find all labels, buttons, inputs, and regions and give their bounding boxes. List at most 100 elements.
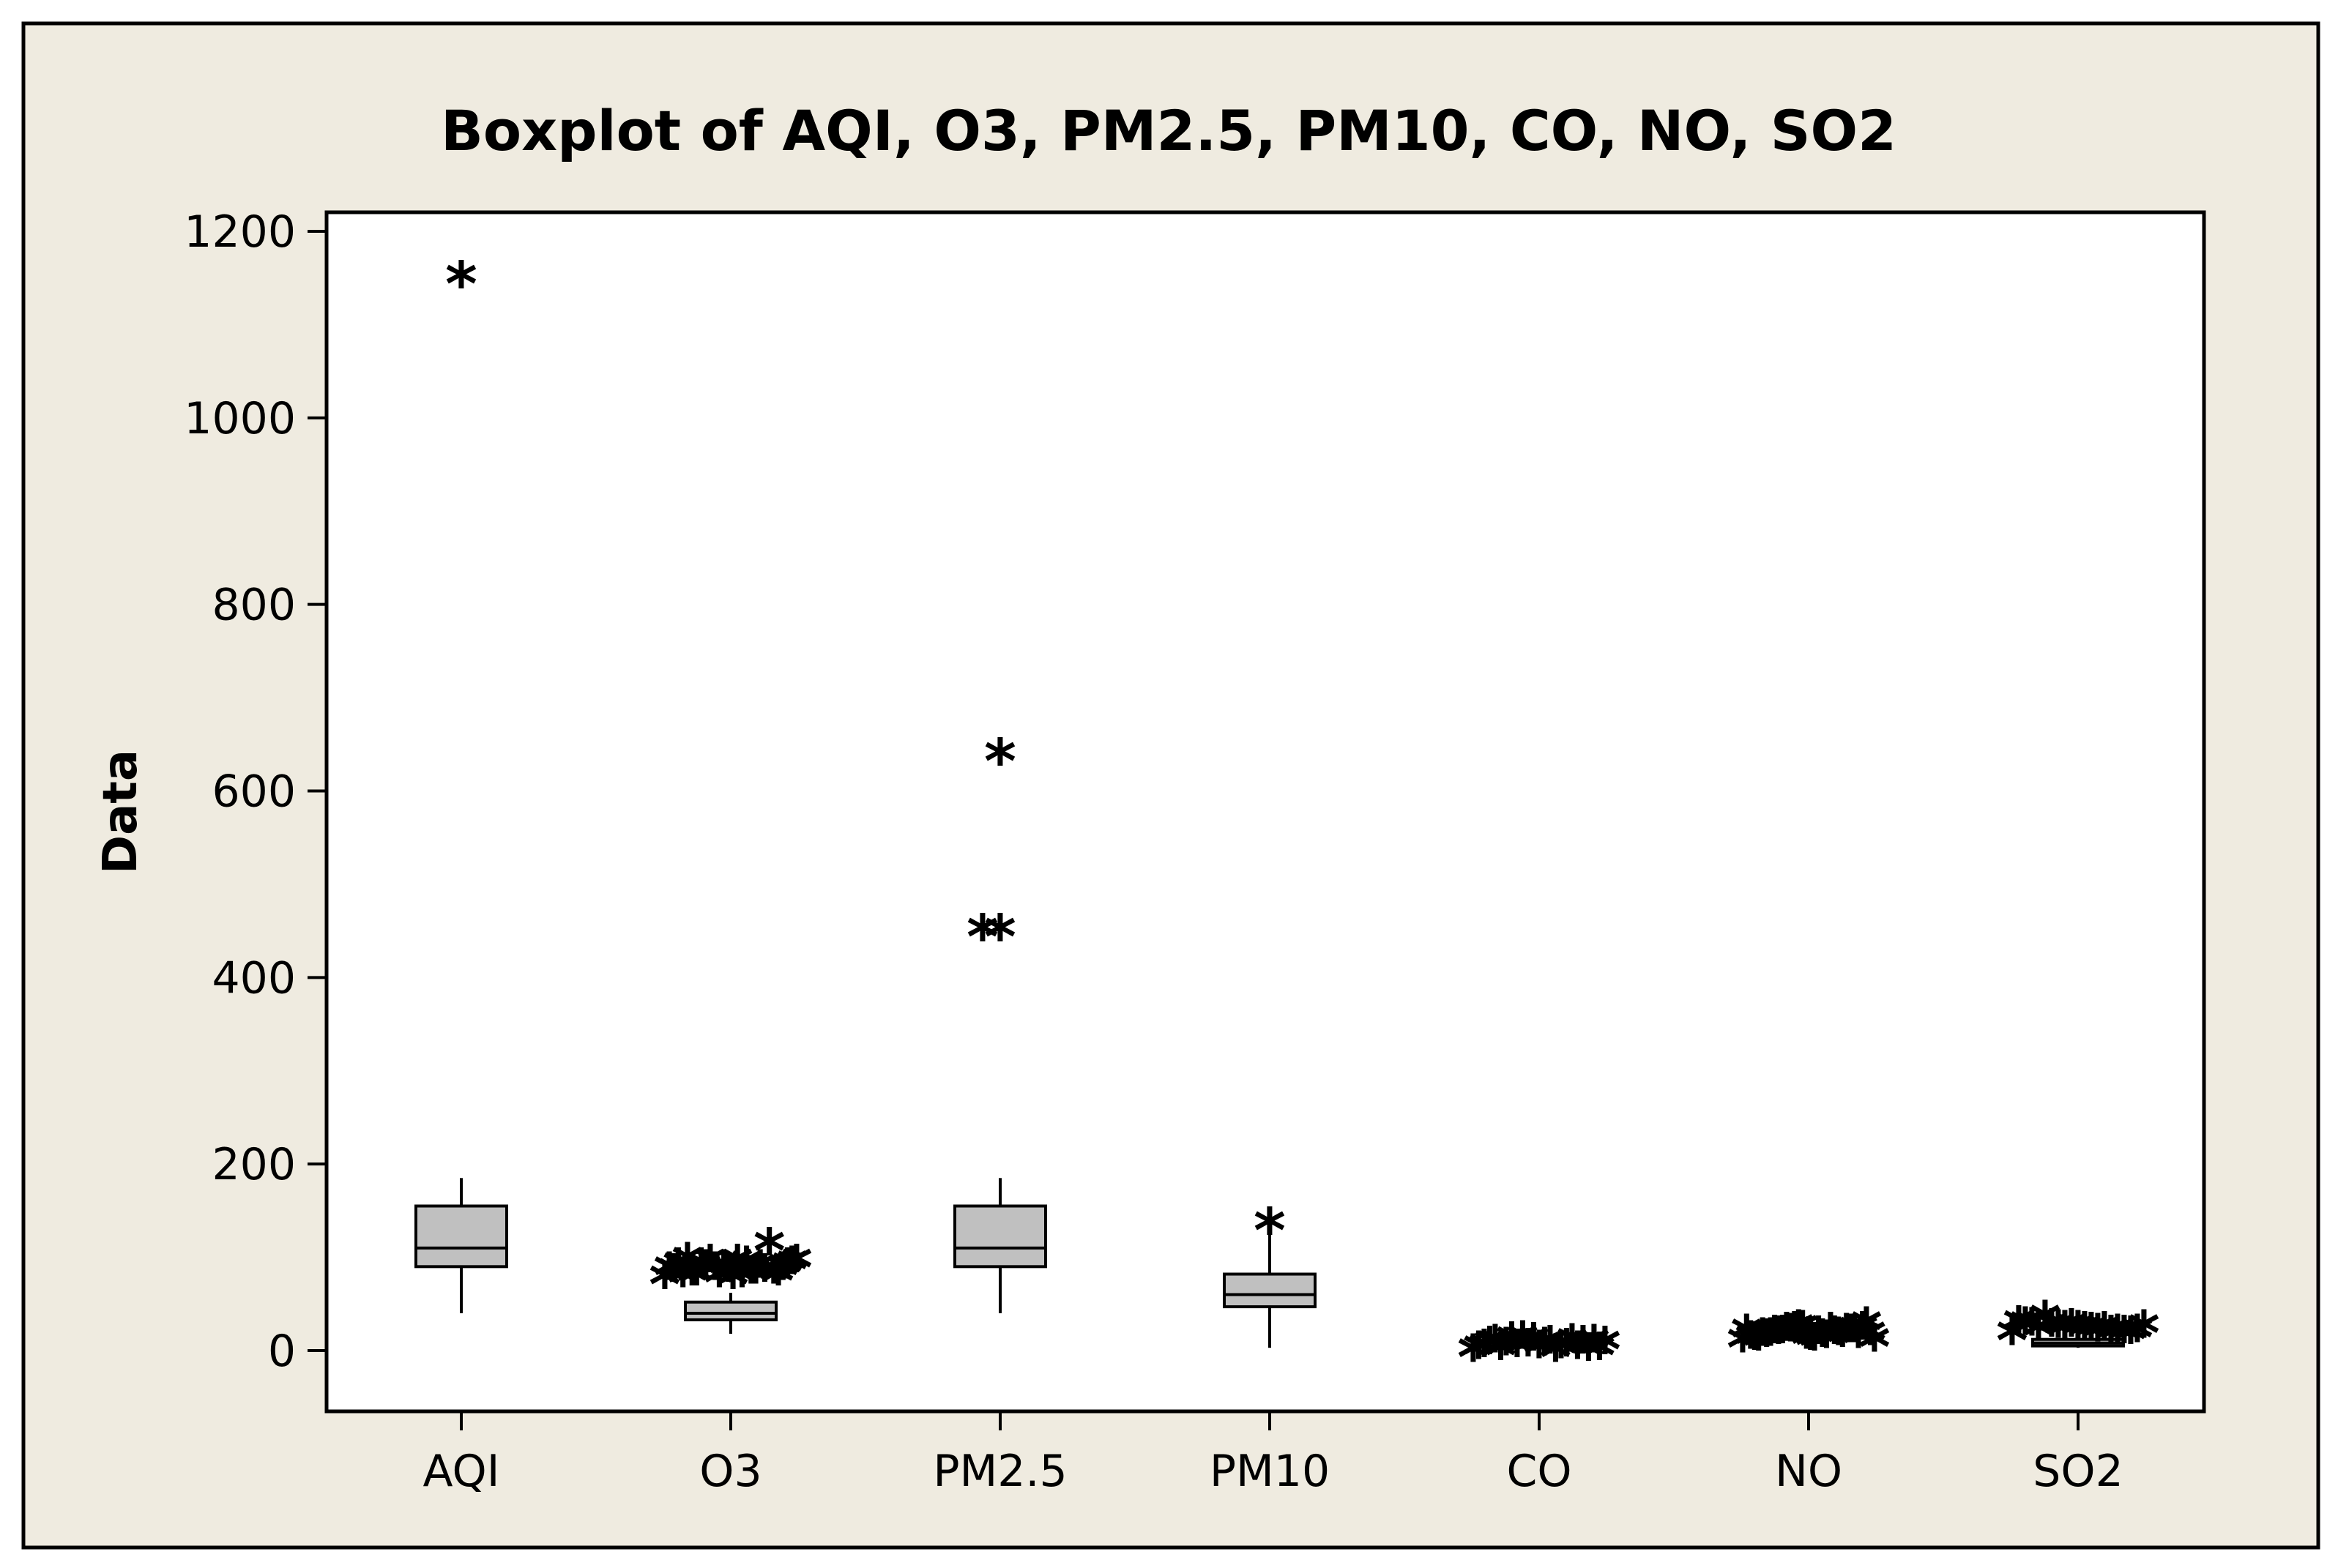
outlier-marker: * [2086,1299,2123,1371]
box-series-pm10: * [1223,1195,1317,1348]
outlier-marker: * [1515,1311,1552,1383]
outlier-marker: * [769,1236,806,1308]
outlier-marker: * [1741,1311,1778,1383]
outlier-marker: * [1576,1313,1613,1384]
y-tick-label: 0 [268,1326,296,1377]
outlier-marker: * [1756,1303,1793,1375]
outlier-marker: * [756,1244,793,1315]
x-tick-label: AQI [423,1446,500,1497]
outlier-marker: * [764,1240,802,1312]
outlier-marker: * [1724,1313,1762,1384]
outlier-marker: * [1824,1307,1861,1379]
outlier-marker: * [1736,1310,1773,1381]
outlier-marker: * [760,1245,797,1317]
outlier-marker: * [674,1245,711,1317]
x-tick-label: SO2 [2033,1446,2123,1497]
x-tick-label: CO [1506,1446,1571,1497]
outlier-marker: * [2099,1302,2137,1374]
outlier-marker: * [2007,1295,2044,1367]
outlier-marker: * [1800,1304,1837,1376]
outlier-marker: * [1820,1305,1858,1377]
outlier-marker: * [1812,1301,1850,1373]
outlier-marker: * [696,1240,734,1312]
outlier-marker: * [2047,1299,2084,1370]
outlier-marker: * [774,1234,811,1306]
outlier-marker: * [1780,1298,1817,1370]
outlier-marker: * [1994,1305,2031,1377]
outlier-marker: * [660,1236,697,1308]
box-series-co: * * ** ** ** ** ** ** ** ** ** ** ** * [1455,1309,1624,1394]
outlier-marker: * [728,1234,765,1306]
y-tick-label: 600 [212,766,296,818]
outlier-marker: * [2112,1304,2150,1376]
outlier-marker: * [1482,1320,1519,1392]
outlier-marker: * [733,1244,770,1315]
outlier-marker: * [1852,1305,1889,1377]
outlier-marker: * [2020,1301,2058,1373]
iqr-box [684,1300,778,1321]
outlier-marker: * [2073,1301,2110,1373]
outlier-marker: * [2000,1294,2038,1366]
box-series-no: ********************************** [1724,1295,1894,1384]
outlier-marker: * [678,1245,715,1317]
outlier-marker: * [682,1236,720,1308]
outlier-marker: * [692,1233,729,1304]
outlier-marker: * [1732,1309,1770,1381]
outlier-marker: * [1832,1302,1869,1374]
outlier-marker: * [778,1233,816,1304]
outlier-marker: * [1840,1308,1877,1380]
outlier-marker: * [1816,1304,1853,1376]
outlier-marker: * [964,901,1002,973]
outlier-marker: * [1559,1319,1596,1391]
outlier-marker: * [742,1238,779,1310]
outlier-marker: * [1532,1313,1569,1385]
y-axis: 0 200 400 600 800 1000 1200 [184,206,327,1377]
outlier-marker: * [982,726,1019,798]
outlier-marker: * [2053,1297,2091,1369]
outlier-marker: * [1728,1302,1765,1374]
outlier-marker: * [1521,1318,1558,1390]
outlier-marker: * [669,1231,707,1302]
outlier-marker: * [2126,1298,2163,1370]
x-tick-label: NO [1775,1446,1842,1497]
outlier-marker: * [1543,1318,1580,1390]
outlier-marker: * [1844,1299,1881,1371]
outlier-marker: * [1587,1315,1624,1386]
outlier-marker: * [1768,1301,1806,1373]
plot-area [324,210,2206,1414]
x-tick-label: PM2.5 [933,1446,1067,1497]
outlier-marker: * [1460,1319,1497,1391]
outlier-marker: * [715,1250,752,1321]
outlier-marker: * [2119,1302,2156,1374]
y-tick-label: 1200 [184,206,296,258]
outlier-marker: * [1455,1322,1492,1394]
outlier-marker: * [1772,1302,1809,1373]
outlier-marker: * [1251,1195,1289,1267]
box-series-group: ************************************ * ** *… [414,248,2163,1394]
outlier-marker: * [1488,1315,1525,1387]
outlier-marker: * [1760,1304,1798,1376]
chart-title: Boxplot of AQI, O3, PM2.5, PM10, CO, NO,… [441,98,1896,163]
outlier-marker: * [1788,1309,1825,1381]
outlier-marker: * [2093,1303,2130,1375]
outlier-marker: * [1493,1310,1530,1381]
box-series-o3: ****************************** [647,1216,816,1334]
outlier-marker: * [1554,1312,1591,1384]
outlier-marker: * [1466,1318,1503,1389]
box-series-aqi: * [414,248,508,1314]
outlier-marker: * [746,1242,783,1313]
outlier-marker: * [710,1242,748,1313]
outlier-marker: * [665,1247,702,1319]
outlier-marker: * [701,1247,738,1319]
outlier-marker: * [1548,1316,1585,1388]
y-tick-label: 200 [212,1139,296,1190]
outlier-marker: * [1565,1313,1602,1385]
outlier-marker: * [719,1233,756,1304]
outlier-marker: * [2033,1297,2071,1369]
y-tick-label: 1000 [184,393,296,444]
iqr-box [1223,1272,1317,1309]
outlier-marker: * [751,1216,788,1288]
outlier-marker: * [1796,1311,1833,1383]
